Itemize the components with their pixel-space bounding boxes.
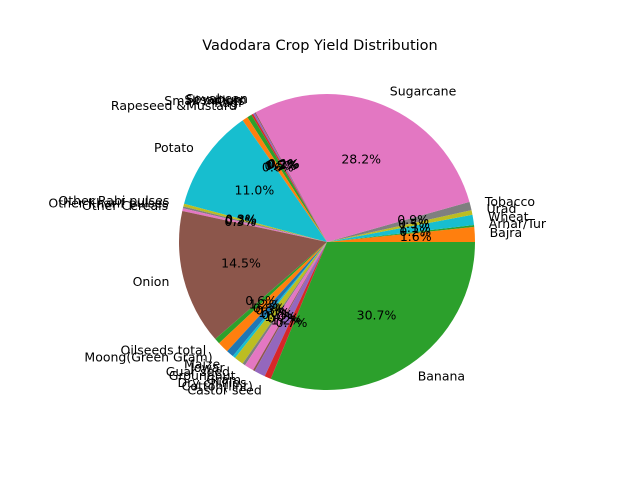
pct-label-small-millets: 0.2%: [266, 157, 298, 172]
pct-label-bajra: 1.6%: [400, 229, 432, 244]
pie-slice-sugarcane: [255, 93, 470, 242]
slice-label-banana: Banana: [418, 369, 465, 384]
pie-slice-castor-seed: [264, 242, 327, 379]
pct-label-other-kharif-pulses: 0.2%: [225, 213, 257, 228]
slice-label-tobacco: Tobacco: [484, 194, 535, 209]
pie-slice-potato: [184, 120, 327, 242]
pie-slice-small-millets: [251, 113, 327, 242]
slice-label-jowar: Jowar: [189, 360, 225, 375]
pct-label-other-rabi-pulses: 0.3%: [225, 211, 257, 226]
pct-label-guar-seed: 1.0%: [258, 305, 290, 320]
pct-label-potato: 11.0%: [235, 182, 275, 197]
slice-label-oilseeds-total: Oilseeds total: [121, 343, 207, 358]
pie-slice-onion: [178, 211, 327, 340]
pie-slice-soyabean: [254, 112, 327, 243]
pct-label-jowar: 0.3%: [255, 303, 287, 318]
pct-label-maize: 0.8%: [253, 301, 285, 316]
slice-label-dry-chillies: Dry chillies: [177, 375, 246, 390]
pct-label-urad: 0.5%: [398, 216, 430, 231]
pie-slice-rapeseed-mustard: [242, 117, 327, 242]
slice-label-arhar-tur: Arhar/Tur: [489, 216, 547, 231]
pie-slice-bajra: [327, 226, 475, 242]
pie-slice-cotton-lint: [254, 242, 327, 377]
pie-slice-tobacco: [327, 201, 472, 242]
pct-label-dry-chillies: 0.2%: [267, 311, 299, 326]
slice-label-maize: Maize: [184, 356, 220, 371]
pie-slice-groundnut: [242, 242, 327, 366]
slice-label-bajra: Bajra: [490, 225, 523, 240]
slice-label-onion: Onion: [133, 274, 170, 289]
pie-slice-other-cereals: [182, 208, 327, 242]
slice-label-soyabean: Soyabean: [186, 91, 248, 106]
slice-label-sugarcane: Sugarcane: [390, 83, 457, 98]
pie-slice-jowar: [232, 242, 327, 358]
pct-label-gram: 1.0%: [264, 309, 296, 324]
slice-label-groundnut: Groundnut: [169, 368, 236, 383]
slice-label-potato: Potato: [154, 140, 194, 155]
slice-label-moong-green-gram: Moong(Green Gram): [84, 349, 212, 364]
pie-slice-gram: [244, 242, 327, 371]
slice-label-castor-seed: Castor seed: [187, 383, 261, 398]
pie-slice-moong-green-gram: [219, 242, 327, 352]
pct-label-oilseeds-total: 0.6%: [245, 293, 277, 308]
pie-slice-urad: [327, 210, 473, 242]
slice-label-guar-seed: Guar seed: [166, 364, 230, 379]
pct-label-wheat: 1.1%: [399, 220, 431, 235]
pct-label-arhar-tur: 0.2%: [399, 224, 431, 239]
pie-slice-other-kharif-pulses: [182, 206, 327, 242]
slice-label-other-rabi-pulses: Other Rabi pulses: [58, 193, 169, 208]
pie-slice-ragi: [247, 114, 327, 242]
pie-slice-banana: [270, 242, 475, 390]
pie-slice-other-rabi-pulses: [183, 203, 327, 242]
slice-label-other-kharif-pulses: Other Kharif pulses: [48, 195, 168, 210]
slice-label-sesamum: Sesamum: [184, 92, 246, 107]
pie-slice-arhar-tur: [327, 225, 475, 242]
chart-title: Vadodara Crop Yield Distribution: [202, 38, 437, 54]
pct-label-banana: 30.7%: [357, 307, 397, 322]
pct-label-soyabean: 0.1%: [268, 156, 300, 171]
slice-label-rapeseed-mustard: Rapeseed &Mustard: [111, 98, 237, 113]
slice-label-cotton-lint: Cotton(lint): [182, 379, 253, 394]
pie-slice-maize: [227, 242, 327, 357]
pie-slice-wheat: [327, 214, 475, 242]
pct-label-onion: 14.5%: [221, 256, 261, 271]
pct-label-moong-green-gram: 1.2%: [249, 297, 281, 312]
pie-slice-sesamum: [253, 112, 327, 242]
slice-label-other-cereals: Other Cereals: [82, 198, 168, 213]
slice-label-ragi: Ragi: [214, 95, 241, 110]
pct-label-ragi: 0.5%: [265, 158, 297, 173]
pct-label-castor-seed: 0.7%: [276, 315, 308, 330]
slice-label-urad: Urad: [487, 201, 517, 216]
percent-labels: 1.6%0.2%1.1%0.5%0.9%28.2%0.1%0.2%0.2%0.5…: [221, 152, 432, 330]
pie-slice-oilseeds-total: [215, 242, 327, 344]
pct-label-other-cereals: 0.3%: [224, 214, 256, 229]
pct-label-sugarcane: 28.2%: [341, 152, 381, 167]
pie-slices: [178, 93, 475, 390]
slice-label-small-millets: Small millets: [164, 93, 244, 108]
pct-label-tobacco: 0.9%: [397, 212, 429, 227]
pct-label-groundnut: 0.3%: [261, 307, 293, 322]
pct-label-cotton-lint: 1.2%: [271, 313, 303, 328]
pie-slice-dry-chillies: [253, 242, 327, 372]
slice-label-wheat: Wheat: [488, 209, 529, 224]
pie-slice-guar-seed: [235, 242, 327, 364]
pct-label-sesamum: 0.2%: [267, 156, 299, 171]
pct-label-rapeseed-mustard: 0.6%: [262, 160, 294, 175]
slice-label-gram: Gram: [206, 372, 241, 387]
